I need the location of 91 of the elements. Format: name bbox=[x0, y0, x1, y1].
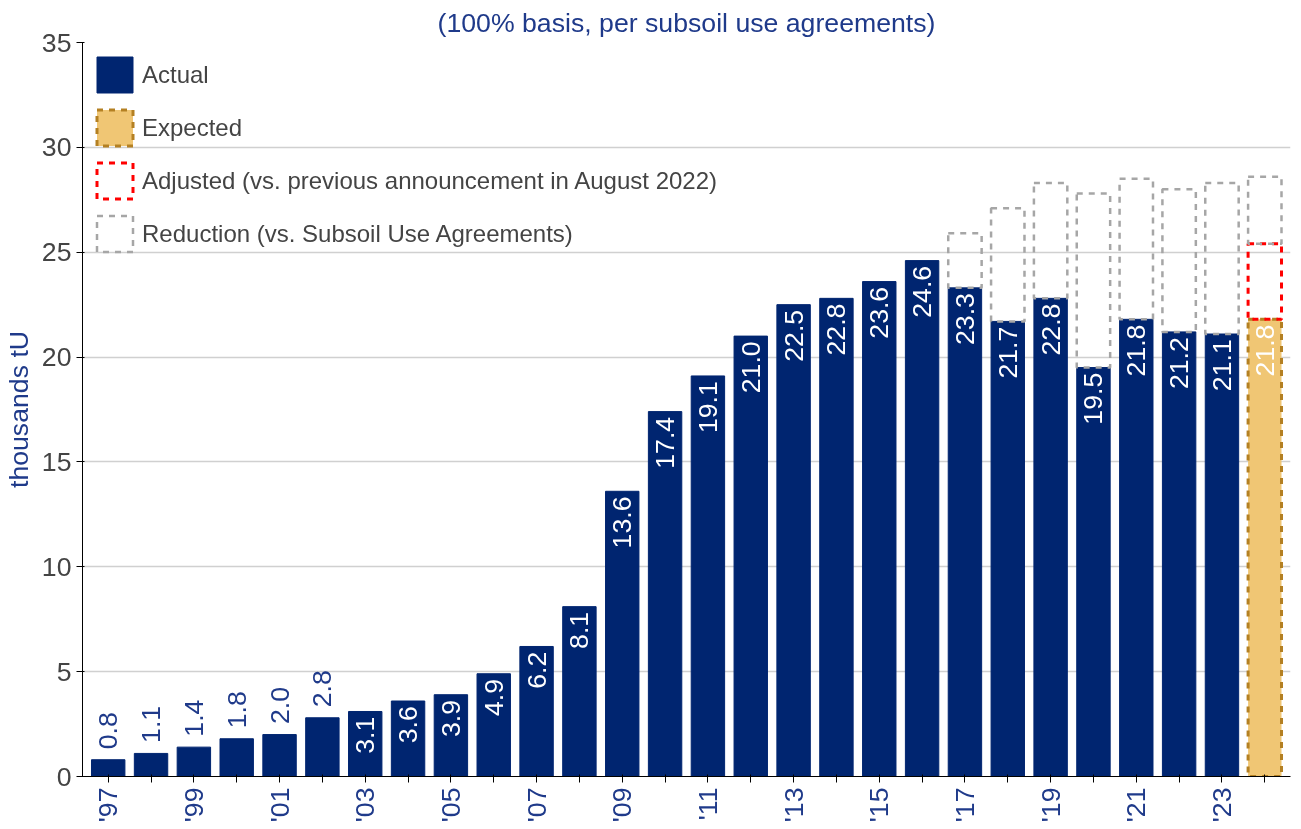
x-tick-label: '01 bbox=[264, 787, 295, 823]
data-label: 6.2 bbox=[521, 651, 552, 689]
data-label: 22.5 bbox=[778, 309, 809, 362]
bar bbox=[990, 320, 1025, 777]
data-label: 21.7 bbox=[992, 326, 1023, 379]
data-label: 8.1 bbox=[564, 611, 595, 649]
bar bbox=[947, 287, 983, 777]
legend-label: Reduction (vs. Subsoil Use Agreements) bbox=[142, 219, 573, 248]
data-label: 3.1 bbox=[350, 716, 381, 754]
y-tick-label: 20 bbox=[41, 342, 72, 373]
x-tick-label: '15 bbox=[864, 787, 895, 823]
bar bbox=[904, 260, 940, 777]
bar bbox=[219, 738, 254, 777]
legend-label: Expected bbox=[142, 113, 243, 142]
data-label: 21.0 bbox=[735, 341, 766, 394]
bar bbox=[690, 375, 726, 777]
bar bbox=[519, 645, 554, 777]
data-label: 2.8 bbox=[307, 670, 338, 708]
data-label: 1.1 bbox=[136, 705, 167, 743]
bar bbox=[862, 281, 897, 777]
x-tick-label: '03 bbox=[350, 787, 381, 823]
y-tick-label: 15 bbox=[41, 446, 72, 477]
y-tick-label: 30 bbox=[41, 132, 72, 163]
bar bbox=[1032, 181, 1069, 300]
data-label: 3.6 bbox=[393, 706, 424, 744]
bar bbox=[776, 304, 811, 777]
y-axis-title: thousands tU bbox=[3, 330, 34, 489]
bar bbox=[176, 746, 212, 777]
x-tick-label: '19 bbox=[1035, 787, 1066, 823]
x-tick-label: '99 bbox=[178, 787, 209, 823]
data-label: 23.3 bbox=[949, 293, 980, 345]
bar bbox=[1076, 367, 1111, 777]
x-tick-label: '07 bbox=[521, 787, 552, 823]
x-tick-label: '21 bbox=[1121, 787, 1152, 823]
x-tick-label: '17 bbox=[949, 787, 980, 823]
bar bbox=[819, 297, 854, 777]
data-label: 21.8 bbox=[1121, 324, 1152, 377]
y-tick-label: 10 bbox=[41, 551, 72, 582]
y-tick-label: 5 bbox=[56, 656, 72, 687]
x-tick-label: '23 bbox=[1206, 787, 1237, 823]
x-tick-label: '97 bbox=[93, 787, 124, 823]
data-label: 21.2 bbox=[1164, 337, 1195, 390]
y-tick-label: 0 bbox=[56, 761, 72, 792]
data-label: 19.5 bbox=[1078, 372, 1109, 425]
bar bbox=[1246, 317, 1283, 777]
bar bbox=[562, 606, 597, 777]
data-label: 24.6 bbox=[907, 265, 938, 318]
y-tick-label: 25 bbox=[41, 237, 72, 268]
data-label: 2.0 bbox=[264, 687, 295, 725]
legend-label: Actual bbox=[142, 60, 209, 89]
bar bbox=[1161, 331, 1197, 777]
bar bbox=[605, 490, 640, 777]
data-label: 23.6 bbox=[864, 286, 895, 339]
bar bbox=[133, 752, 169, 777]
y-tick-label: 35 bbox=[41, 27, 72, 58]
bar bbox=[1204, 333, 1240, 777]
bar bbox=[647, 411, 683, 777]
bar bbox=[946, 232, 983, 290]
bar bbox=[1119, 318, 1154, 777]
bar bbox=[1246, 175, 1283, 246]
bar bbox=[91, 759, 126, 777]
x-tick-label: '11 bbox=[692, 787, 723, 821]
bar bbox=[1204, 181, 1240, 336]
bar bbox=[1246, 242, 1283, 321]
bar bbox=[1161, 188, 1198, 334]
bar bbox=[305, 717, 340, 777]
data-label: 0.8 bbox=[93, 712, 124, 750]
data-label: 22.8 bbox=[821, 303, 852, 356]
legend-label: Adjusted (vs. previous announcement in August 2022) bbox=[142, 166, 718, 195]
bar bbox=[476, 673, 511, 777]
bar bbox=[348, 710, 383, 777]
bar bbox=[1118, 177, 1155, 321]
bar bbox=[733, 335, 768, 777]
data-label: 22.8 bbox=[1035, 303, 1066, 356]
data-label: 1.4 bbox=[178, 699, 209, 737]
chart-subtitle: (100% basis, per subsoil use agreements) bbox=[437, 7, 936, 38]
data-label: 13.6 bbox=[607, 496, 638, 549]
bar bbox=[1033, 297, 1068, 777]
bar bbox=[989, 206, 1026, 323]
x-tick-label: '09 bbox=[607, 787, 638, 823]
bar bbox=[262, 734, 297, 777]
bar bbox=[1075, 192, 1112, 369]
data-label: 4.9 bbox=[478, 678, 509, 717]
data-label: 19.1 bbox=[692, 381, 723, 434]
data-label: 17.4 bbox=[650, 416, 681, 469]
x-tick-label: '13 bbox=[778, 787, 809, 823]
data-label: 21.8 bbox=[1249, 324, 1280, 377]
data-label: 1.8 bbox=[221, 691, 252, 729]
data-label: 21.1 bbox=[1206, 339, 1237, 392]
data-label: 3.9 bbox=[435, 699, 466, 738]
x-tick-label: '05 bbox=[435, 787, 466, 823]
